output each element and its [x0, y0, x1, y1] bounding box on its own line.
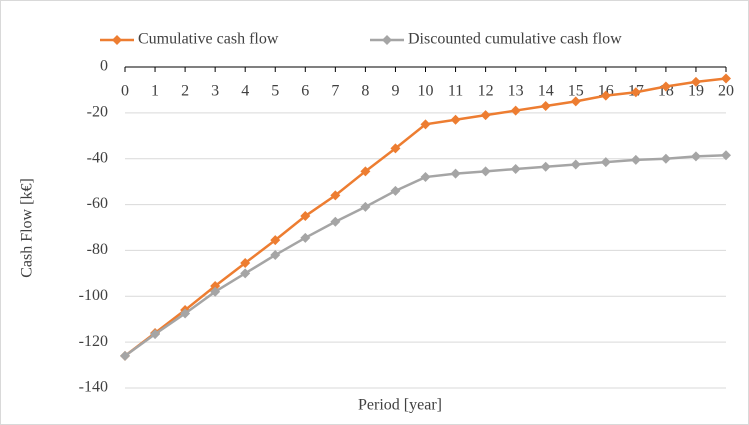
y-tick-label: -20: [87, 104, 108, 121]
x-tick-label: 7: [331, 83, 339, 100]
data-point: [570, 96, 581, 107]
y-tick-label: -80: [87, 241, 108, 258]
x-tick-label: 0: [121, 83, 129, 100]
data-point: [180, 308, 191, 319]
x-tick-label: 11: [448, 83, 463, 100]
data-point: [660, 81, 671, 92]
x-tick-label: 5: [271, 83, 279, 100]
data-point: [540, 100, 551, 111]
data-point: [630, 87, 641, 98]
x-tick-label: 1: [151, 83, 159, 100]
y-tick-label: 0: [100, 58, 108, 75]
x-tick-label: 14: [538, 83, 554, 100]
x-tick-label: 2: [181, 83, 189, 100]
data-point: [270, 235, 281, 246]
legend-marker: [112, 35, 122, 45]
data-point: [210, 286, 221, 297]
data-point: [721, 150, 731, 161]
y-tick-label: -100: [79, 287, 108, 304]
data-point: [510, 105, 521, 116]
data-point: [390, 143, 401, 154]
legend-label: Discounted cumulative cash flow: [408, 31, 622, 48]
data-point: [630, 154, 641, 165]
data-point: [210, 280, 221, 291]
data-point: [480, 166, 491, 177]
data-point: [480, 110, 491, 121]
y-tick-label: -120: [79, 333, 108, 350]
data-point: [300, 232, 311, 243]
x-tick-label: 9: [391, 83, 399, 100]
data-point: [360, 201, 371, 212]
legend-label: Cumulative cash flow: [138, 31, 279, 48]
data-point: [240, 258, 251, 269]
data-point: [600, 157, 611, 168]
data-point: [420, 119, 431, 130]
x-tick-label: 3: [211, 83, 219, 100]
y-tick-label: -60: [87, 195, 108, 212]
data-point: [150, 329, 161, 340]
x-tick-label: 12: [478, 83, 494, 100]
data-point: [330, 190, 341, 201]
x-tick-label: 4: [241, 83, 249, 100]
data-point: [570, 159, 581, 170]
data-point: [450, 168, 461, 179]
x-tick-label: 20: [718, 83, 734, 100]
data-point: [360, 166, 371, 177]
x-tick-label: 19: [688, 83, 704, 100]
x-tick-label: 8: [361, 83, 369, 100]
data-point: [420, 172, 431, 183]
data-point: [120, 350, 130, 361]
x-axis-label: Period [year]: [358, 397, 442, 414]
x-tick-label: 15: [568, 83, 584, 100]
data-point: [660, 153, 671, 164]
data-point: [330, 216, 341, 227]
y-tick-label: -40: [87, 149, 108, 166]
data-point: [450, 114, 461, 125]
y-axis-label: Cash Flow [k€]: [19, 178, 36, 278]
x-tick-label: 6: [301, 83, 309, 100]
data-point: [690, 151, 701, 162]
data-point: [510, 164, 521, 175]
data-point: [270, 250, 281, 261]
legend-marker: [382, 35, 392, 45]
data-point: [390, 185, 401, 196]
data-point: [540, 161, 551, 172]
data-point: [690, 76, 701, 87]
y-tick-label: -140: [79, 379, 108, 396]
data-point: [600, 90, 611, 101]
data-point: [240, 268, 251, 279]
x-tick-label: 13: [508, 83, 524, 100]
x-tick-label: 10: [418, 83, 434, 100]
data-point: [300, 211, 311, 222]
data-point: [721, 73, 731, 84]
